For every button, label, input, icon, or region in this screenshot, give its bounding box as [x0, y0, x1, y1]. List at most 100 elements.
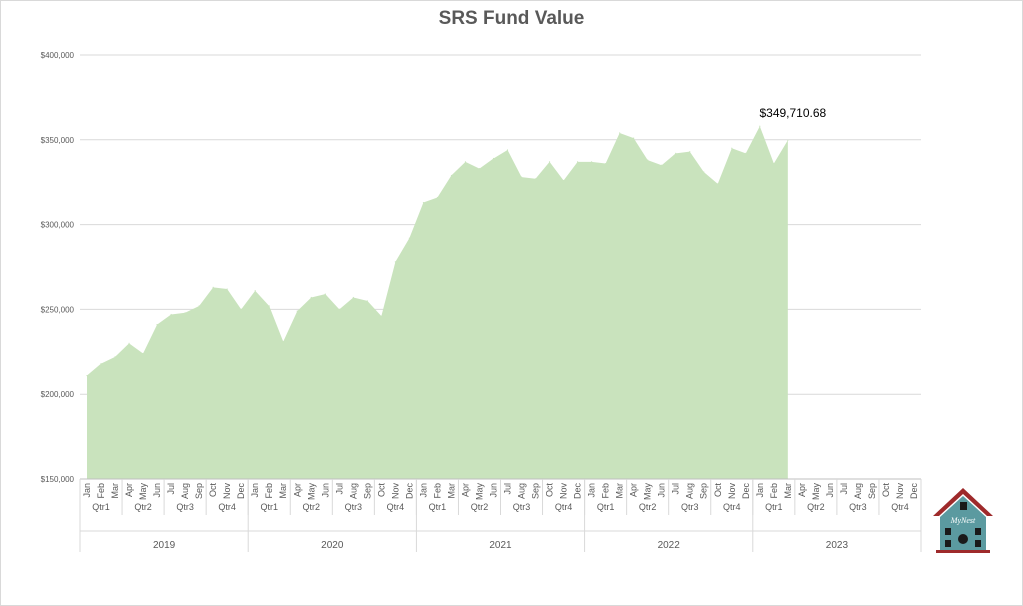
x-month-label: Apr: [460, 483, 470, 497]
x-month-label: Dec: [236, 483, 246, 500]
data-point: [464, 161, 467, 163]
x-month-label: Dec: [573, 483, 583, 500]
x-quarter-label: Qtr3: [681, 502, 699, 512]
x-month-label: Feb: [601, 483, 611, 499]
data-label: $349,710.68: [759, 106, 826, 120]
x-month-label: Nov: [559, 483, 569, 500]
x-month-label: Dec: [404, 483, 414, 500]
x-month-label: Nov: [727, 483, 737, 500]
x-year-label: 2021: [489, 540, 512, 551]
x-month-label: May: [474, 483, 484, 501]
data-point: [296, 310, 298, 312]
x-month-label: Sep: [867, 483, 877, 499]
y-tick-label: $400,000: [41, 51, 75, 60]
data-point: [240, 308, 242, 310]
data-point: [605, 162, 607, 165]
data-point: [506, 149, 509, 151]
data-point: [478, 168, 481, 170]
x-quarter-label: Qtr4: [891, 502, 909, 512]
y-tick-label: $300,000: [41, 221, 75, 230]
x-month-label: Nov: [222, 483, 232, 500]
x-month-label: Jan: [418, 483, 428, 498]
x-month-label: Feb: [769, 483, 779, 499]
data-point: [731, 147, 733, 149]
x-month-label: Jul: [839, 483, 849, 495]
logo-window-icon: [975, 528, 981, 535]
data-point: [647, 159, 649, 161]
x-month-label: Dec: [909, 483, 919, 500]
data-point: [534, 178, 537, 180]
data-point: [408, 237, 410, 239]
chart-title: SRS Fund Value: [438, 8, 585, 29]
x-quarter-label: Qtr4: [387, 502, 405, 512]
x-quarter-label: Qtr4: [555, 502, 573, 512]
x-month-label: Oct: [545, 483, 555, 498]
x-month-label: Mar: [783, 483, 793, 499]
x-quarter-label: Qtr3: [176, 502, 194, 512]
logo-window-icon: [945, 528, 951, 535]
x-quarter-label: Qtr2: [639, 502, 657, 512]
x-quarter-label: Qtr3: [345, 502, 363, 512]
x-year-label: 2023: [826, 540, 849, 551]
annotations: $349,710.68: [759, 106, 826, 120]
data-point: [86, 374, 88, 377]
data-point: [310, 296, 312, 299]
data-point: [226, 288, 228, 290]
data-point: [100, 363, 102, 365]
x-quarter-label: Qtr2: [303, 502, 321, 512]
data-point: [170, 313, 172, 316]
data-point: [619, 132, 621, 134]
data-point: [661, 164, 663, 166]
data-point: [156, 324, 158, 326]
x-quarter-label: Qtr2: [471, 502, 489, 512]
data-point: [745, 152, 747, 154]
x-year-label: 2019: [153, 540, 176, 551]
x-quarter-label: Qtr4: [218, 502, 236, 512]
x-month-label: Aug: [853, 483, 863, 499]
data-point: [366, 300, 368, 302]
data-point: [492, 157, 495, 160]
x-month-label: Jun: [320, 483, 330, 498]
x-month-label: Sep: [362, 483, 372, 499]
data-point: [787, 139, 789, 141]
x-month-label: Jan: [82, 483, 92, 498]
x-month-label: Mar: [110, 483, 120, 499]
x-month-label: Sep: [699, 483, 709, 499]
x-month-label: Jan: [250, 483, 260, 498]
x-month-label: Feb: [432, 483, 442, 499]
x-month-label: Mar: [446, 483, 456, 499]
x-month-label: May: [643, 483, 653, 501]
x-month-label: Jun: [488, 483, 498, 498]
data-point: [394, 261, 396, 263]
x-quarter-label: Qtr1: [597, 502, 615, 512]
x-quarter-label: Qtr3: [849, 502, 867, 512]
y-tick-label: $200,000: [41, 390, 75, 399]
logo-house-icon: [940, 496, 986, 550]
x-month-label: Apr: [629, 483, 639, 497]
x-month-label: Oct: [713, 483, 723, 498]
x-month-label: Oct: [208, 483, 218, 498]
data-point: [114, 356, 116, 358]
logo-window-icon: [960, 502, 967, 510]
x-month-label: Jul: [503, 483, 513, 495]
logo-door-icon: [958, 534, 968, 544]
y-tick-label: $350,000: [41, 136, 75, 145]
data-point: [703, 171, 705, 173]
data-point: [142, 352, 144, 355]
data-point: [422, 201, 425, 204]
data-point: [352, 296, 354, 299]
x-month-label: Mar: [278, 483, 288, 499]
logo-window-icon: [945, 540, 951, 547]
x-month-label: Jun: [657, 483, 667, 498]
x-quarter-label: Qtr2: [807, 502, 825, 512]
data-point: [254, 290, 256, 292]
x-month-label: Aug: [348, 483, 358, 499]
data-point: [268, 305, 270, 307]
x-month-label: May: [811, 483, 821, 501]
data-point: [548, 161, 551, 163]
x-month-label: Sep: [531, 483, 541, 499]
data-point: [380, 315, 382, 317]
x-month-label: Dec: [741, 483, 751, 500]
logo-window-icon: [975, 540, 981, 547]
x-month-label: Apr: [797, 483, 807, 497]
